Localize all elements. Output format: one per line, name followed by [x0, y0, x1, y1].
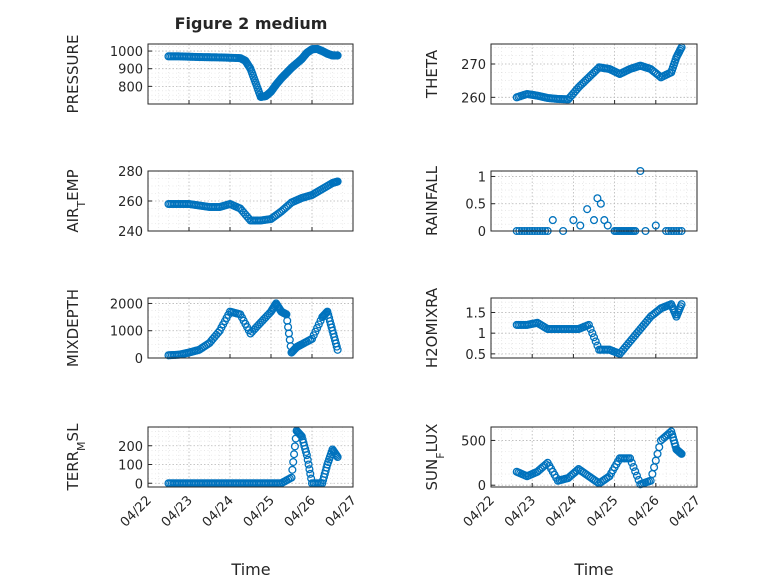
data-point — [332, 342, 341, 351]
axes-box — [490, 297, 698, 359]
y-tick-label: 1000 — [110, 325, 143, 340]
y-tick-label: 0 — [135, 477, 143, 492]
data-point — [596, 199, 605, 208]
data-point — [304, 460, 313, 469]
y-tick-label: 280 — [118, 165, 143, 180]
data-point — [332, 451, 341, 460]
y-axis-label: RAINFALL — [423, 165, 441, 236]
data-point — [333, 177, 342, 186]
y-tick-label: 0 — [135, 352, 143, 367]
x-axis-label-left: Time — [230, 560, 270, 579]
data-point — [288, 465, 297, 474]
x-axis-label-right: Time — [573, 560, 613, 579]
data-point — [290, 442, 299, 451]
y-tick-label: 0 — [478, 225, 486, 240]
data-point — [333, 452, 342, 462]
y-axis-label: H2OMIXRA — [423, 287, 441, 368]
y-axis-label: SUNFLUX — [423, 424, 447, 491]
y-tick-label: 200 — [118, 440, 143, 455]
subplot-rainfall: 0 0.5 1 RAINFALL — [423, 165, 698, 240]
y-axis-label: PRESSURE — [64, 35, 82, 114]
data-point — [569, 216, 578, 225]
subplot-pressure: 800 900 1000 PRESSURE — [64, 35, 354, 114]
data-point — [584, 320, 593, 329]
y-axis-label: AIRTEMP — [64, 169, 88, 232]
y-tick-label: 1.5 — [465, 306, 486, 321]
axes-box — [490, 170, 698, 232]
y-axis-label: THETA — [423, 49, 441, 99]
data-point — [589, 333, 599, 342]
subplot-theta: 260 270 THETA — [423, 43, 698, 106]
data-point — [303, 455, 312, 464]
y-tick-label: 0 — [478, 479, 486, 494]
data-point — [674, 447, 684, 456]
plot-area — [148, 427, 353, 487]
subplot-h2omixra: 0.5 1 1.5 H2OMIXRA — [423, 287, 698, 368]
data-point — [588, 329, 597, 338]
data-point — [627, 458, 636, 467]
y-tick-label: 0.5 — [465, 198, 486, 213]
y-tick-label: 260 — [118, 195, 143, 210]
subplot-air-temp: 240 260 280 AIRTEMP — [64, 165, 354, 240]
data-point — [333, 51, 342, 60]
y-tick-label: 270 — [461, 58, 486, 73]
data-point — [603, 221, 612, 230]
y-tick-label: 800 — [118, 80, 143, 95]
data-point — [591, 337, 600, 346]
y-tick-label: 500 — [461, 434, 486, 449]
axes-box — [147, 170, 354, 232]
y-tick-label: 1 — [478, 170, 486, 185]
data-point — [586, 324, 595, 334]
data-point — [548, 216, 557, 225]
axes-box — [147, 426, 354, 488]
y-tick-label: 1000 — [110, 45, 143, 60]
data-point — [583, 205, 592, 214]
data-point — [589, 216, 599, 225]
data-point — [290, 450, 299, 459]
data-point — [576, 221, 585, 230]
data-point — [631, 467, 640, 476]
y-tick-label: 260 — [461, 91, 486, 106]
y-axis-label: MIXDEPTH — [64, 289, 82, 367]
plot-area — [491, 171, 697, 231]
data-point — [632, 471, 641, 480]
data-point — [677, 449, 686, 458]
axes-box — [490, 43, 698, 105]
data-point — [629, 462, 638, 472]
data-point — [289, 457, 298, 467]
data-point — [677, 300, 686, 309]
figure-title: Figure 2 medium — [175, 14, 328, 33]
data-point — [675, 448, 684, 457]
data-point — [287, 473, 296, 482]
data-point — [651, 221, 660, 230]
data-point — [593, 478, 602, 487]
y-tick-label: 240 — [118, 225, 143, 240]
y-tick-label: 2000 — [110, 297, 143, 312]
y-tick-label: 1 — [478, 327, 486, 342]
data-point — [676, 449, 685, 458]
data-point — [333, 345, 342, 354]
y-tick-label: 0.5 — [465, 348, 486, 363]
y-tick-label: 100 — [118, 459, 143, 474]
data-point — [305, 465, 314, 474]
axes-box — [147, 43, 354, 105]
axes-box — [147, 297, 354, 359]
axes-box — [490, 426, 698, 488]
y-axis-label: TERRMSL — [64, 423, 88, 492]
data-point — [306, 469, 315, 478]
subplot-mixdepth: 0 1000 2000 MIXDEPTH — [64, 289, 354, 367]
y-tick-label: 900 — [118, 63, 143, 78]
data-point — [625, 454, 635, 463]
data-point — [296, 431, 305, 440]
data-point — [302, 451, 311, 460]
